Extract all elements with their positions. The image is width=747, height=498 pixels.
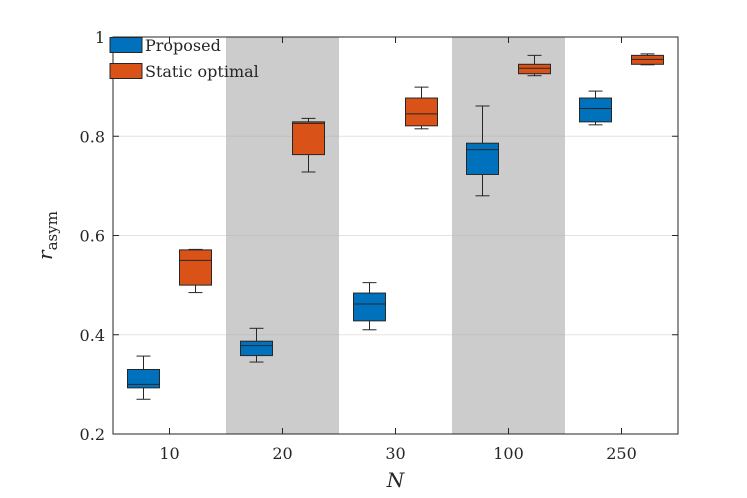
box-proposed-10-iqr: [127, 368, 160, 389]
box-static-optimal-100-iqr: [518, 63, 551, 75]
box-static-optimal-250: [631, 53, 664, 66]
box-static-optimal-20-iqr: [292, 121, 325, 156]
axis-ticks: 0.2 0.4 0.6 0.8 1 10 20 30 100 250: [80, 28, 678, 463]
box-static-optimal-10-iqr: [179, 249, 212, 286]
shaded-band-100: [452, 37, 565, 434]
y-tick-label-0.8: 0.8: [80, 127, 105, 146]
box-proposed-20-iqr: [240, 340, 273, 357]
box-proposed-100-iqr: [466, 142, 499, 175]
box-proposed-10: [127, 355, 160, 400]
x-tick-label-10: 10: [159, 444, 179, 463]
legend-label-static-optimal: Static optimal: [145, 62, 259, 81]
x-tick-label-20: 20: [272, 444, 292, 463]
y-tick-label-0.4: 0.4: [80, 326, 105, 345]
y-tick-label-0.2: 0.2: [80, 425, 105, 444]
box-proposed-250-iqr: [579, 97, 612, 123]
box-static-optimal-30: [405, 86, 438, 130]
y-axis-label: rasym: [33, 211, 61, 260]
y-axis-label-subscript: asym: [43, 211, 61, 250]
y-tick-label-1: 1: [95, 28, 105, 47]
x-tick-label-250: 250: [606, 444, 637, 463]
y-axis-label-main: r: [33, 249, 57, 260]
grid-lines: [113, 36, 678, 435]
x-tick-label-30: 30: [385, 444, 405, 463]
box-static-optimal-30-iqr: [405, 97, 438, 127]
x-tick-label-100: 100: [493, 444, 524, 463]
box-proposed-100: [466, 105, 499, 197]
x-axis-label: N: [386, 468, 406, 492]
box-proposed-30-iqr: [353, 292, 386, 322]
y-tick-label-0.6: 0.6: [80, 227, 105, 246]
box-static-optimal-100: [518, 54, 551, 77]
box-static-optimal-10: [179, 248, 212, 294]
legend: Proposed Static optimal: [109, 36, 259, 81]
box-series: [127, 53, 664, 400]
box-proposed-30: [353, 282, 386, 331]
legend-swatch-proposed: [109, 37, 143, 53]
shaded-bands: [226, 37, 565, 434]
shaded-band-20: [226, 37, 339, 434]
box-proposed-250: [579, 90, 612, 126]
legend-swatch-static-optimal: [109, 63, 143, 79]
box-static-optimal-20: [292, 117, 325, 173]
box-proposed-20: [240, 327, 273, 363]
legend-label-proposed: Proposed: [145, 36, 221, 55]
